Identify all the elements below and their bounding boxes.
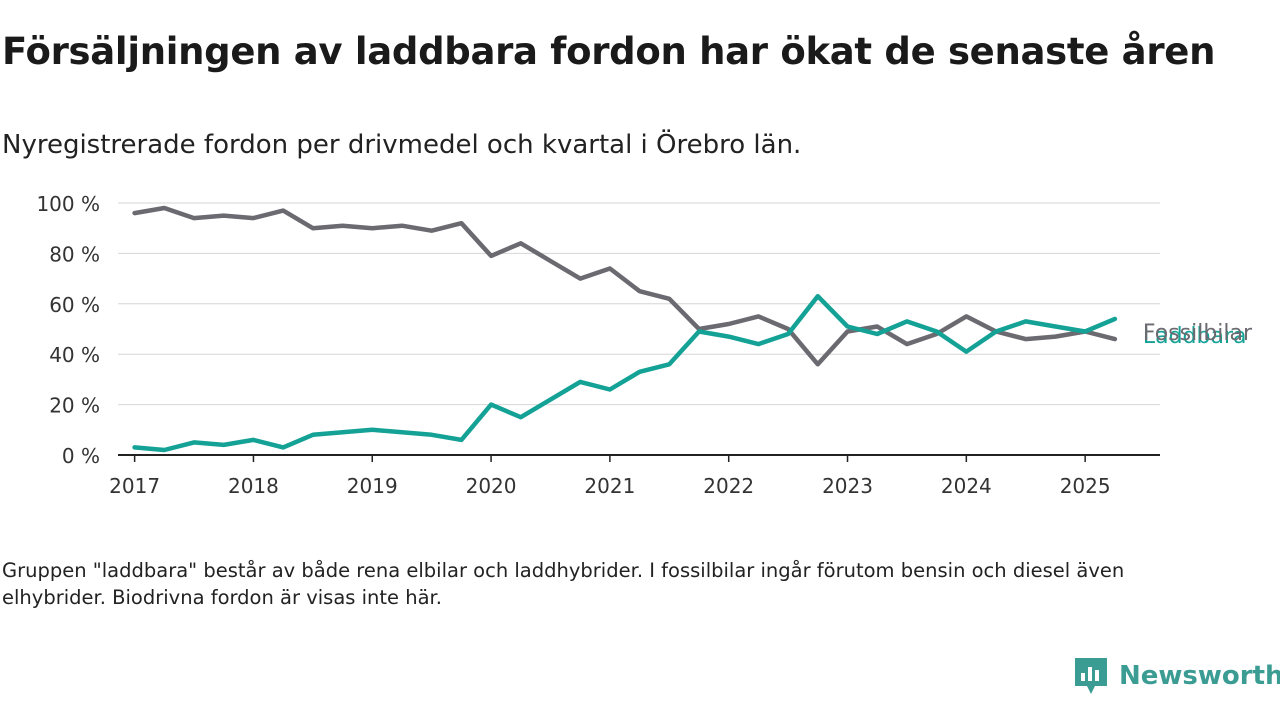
x-tick-label: 2025 bbox=[1060, 474, 1111, 498]
y-tick-label: 60 % bbox=[49, 293, 100, 317]
line-chart: 0 % 20 % 40 % 60 % 80 % 100 % 2017 2018 2019 202… bbox=[36, 192, 1253, 498]
brand[interactable]: Newsworthy bbox=[1073, 656, 1280, 696]
series-label-fossilbilar: Fossilbilar bbox=[1143, 321, 1253, 346]
chart-subtitle: Nyregistrerade fordon per drivmedel och … bbox=[2, 130, 802, 160]
x-tick-label: 2024 bbox=[941, 474, 992, 498]
grid-lines bbox=[118, 202, 1160, 406]
x-tick-label: 2021 bbox=[584, 474, 635, 498]
y-axis-tick-labels: 0 % 20 % 40 % 60 % 80 % 100 % bbox=[36, 192, 100, 468]
x-tick-label: 2020 bbox=[466, 474, 517, 498]
footnote: Gruppen "laddbara" består av både rena e… bbox=[2, 559, 1125, 609]
x-tick-label: 2017 bbox=[109, 474, 160, 498]
y-tick-label: 40 % bbox=[49, 343, 100, 367]
y-tick-label: 100 % bbox=[36, 192, 100, 216]
newsworthy-logo-icon bbox=[1075, 658, 1107, 694]
x-tick-label: 2019 bbox=[347, 474, 398, 498]
brand-name: Newsworthy bbox=[1119, 661, 1280, 691]
chart-title: Försäljningen av laddbara fordon har öka… bbox=[2, 30, 1216, 73]
y-tick-label: 80 % bbox=[49, 242, 100, 266]
x-axis-ticks: 2017 2018 2019 2020 2021 2022 2023 2024 2025 bbox=[109, 455, 1111, 498]
y-tick-label: 20 % bbox=[49, 394, 100, 418]
series-line-laddbara bbox=[132, 293, 1118, 453]
x-tick-label: 2023 bbox=[822, 474, 873, 498]
series-line-fossilbilar bbox=[132, 205, 1118, 367]
x-tick-label: 2018 bbox=[228, 474, 279, 498]
series-label-laddbara: Laddbara bbox=[1143, 324, 1247, 349]
data-series bbox=[132, 205, 1118, 453]
y-tick-label: 0 % bbox=[62, 444, 100, 468]
x-tick-label: 2022 bbox=[703, 474, 754, 498]
